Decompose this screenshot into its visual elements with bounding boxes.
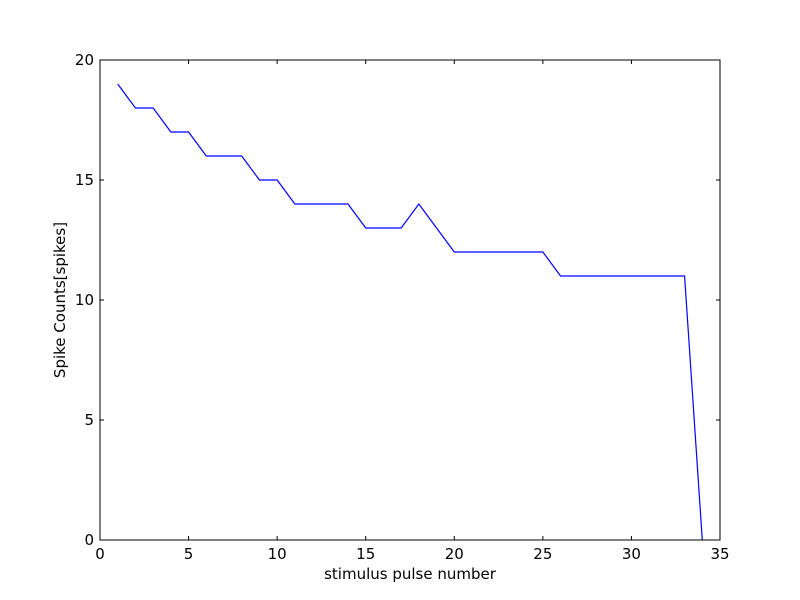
series-layer [117, 83, 703, 541]
y-tick-label: 15 [75, 171, 94, 189]
x-tick-label: 35 [710, 545, 729, 563]
y-tick-label: 10 [75, 291, 94, 309]
x-tick-label: 0 [95, 545, 105, 563]
x-tick-label: 10 [268, 545, 287, 563]
x-tick-label: 15 [356, 545, 375, 563]
x-axis-label: stimulus pulse number [324, 565, 497, 583]
x-tick-label: 25 [533, 545, 552, 563]
x-tick-label: 20 [445, 545, 464, 563]
y-axis-label: Spike Counts[spikes] [51, 222, 69, 378]
x-tick-label: 30 [622, 545, 641, 563]
series-line [117, 83, 703, 541]
y-tick-label: 5 [84, 411, 94, 429]
y-tick-label: 0 [84, 531, 94, 549]
x-tick-label: 5 [184, 545, 194, 563]
y-tick-label: 20 [75, 51, 94, 69]
ticks-layer: 0 5 10 15 20 25 30 35 0 5 10 15 20 [75, 51, 730, 563]
